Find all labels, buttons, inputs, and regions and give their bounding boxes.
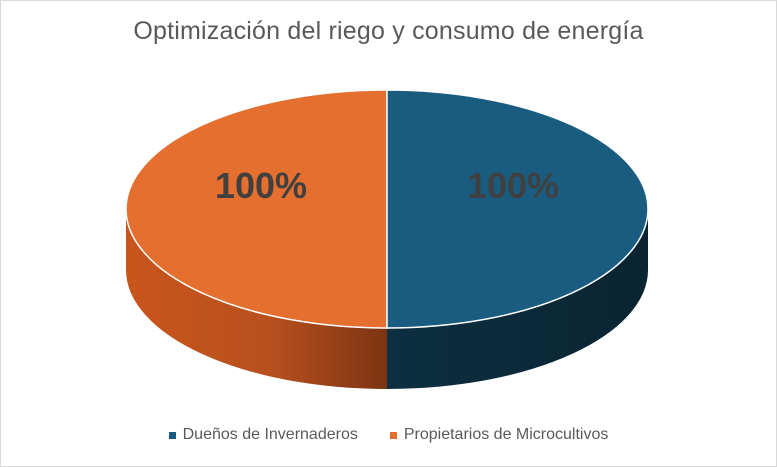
pie-slice-propietarios-de-microcultivos [125,89,388,329]
legend-item-duenos-de-invernaderos: Dueños de Invernaderos [168,426,358,444]
data-label-duenos-de-invernaderos: 100% [467,165,559,206]
legend-label-duenos-de-invernaderos: Dueños de Invernaderos [182,426,358,443]
legend-swatch-duenos [168,431,176,439]
legend-label-propietarios-de-microcultivos: Propietarios de Microcultivos [403,426,609,443]
chart-title: Optimización del riego y consumo de ener… [133,17,644,45]
legend-item-propietarios-de-microcultivos: Propietarios de Microcultivos [389,426,609,444]
pie-slice-side-propietarios [126,209,387,389]
data-label-propietarios-de-microcultivos: 100% [215,165,307,206]
legend-swatch-propietarios [389,431,397,439]
pie-slice-duenos-de-invernaderos [386,89,649,329]
chart-legend: Dueños de Invernaderos Propietarios de M… [1,426,776,444]
pie-slice-side-duenos [387,209,648,389]
